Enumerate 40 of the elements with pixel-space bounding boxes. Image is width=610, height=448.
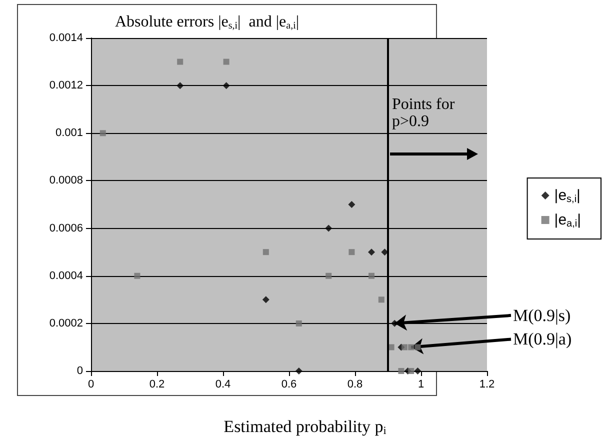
point: [326, 272, 332, 279]
point: [398, 368, 404, 374]
y-tick-label: 0.0014: [49, 32, 83, 44]
point: [408, 344, 414, 350]
y-tick-label: 0.001: [55, 127, 83, 140]
annotation: M(0.9|a): [512, 330, 572, 349]
point: [176, 82, 184, 90]
x-tick-label: 0.4: [215, 378, 231, 390]
point: [378, 296, 384, 303]
point: [296, 320, 302, 326]
point: [177, 58, 184, 65]
x-tick-label: 1.2: [479, 378, 495, 390]
x-tick-label: 0.8: [347, 378, 363, 390]
y-tick-label: 0.0006: [49, 222, 83, 234]
x-tick-label: 0: [88, 378, 94, 390]
point: [325, 224, 332, 232]
point: [368, 272, 374, 279]
point: [100, 130, 106, 136]
x-tick-label: 0.2: [149, 378, 165, 390]
point: [134, 272, 140, 279]
y-tick-label: 0.0002: [49, 317, 83, 330]
point: [348, 249, 355, 256]
point: [348, 201, 356, 208]
point: [262, 296, 270, 304]
y-tick-label: 0.0012: [49, 80, 83, 92]
y-tick-label: 0.0004: [49, 270, 83, 282]
ref-line-label: Points for p>0.9: [392, 96, 459, 130]
point: [408, 368, 414, 374]
point: [368, 248, 375, 256]
point: [223, 58, 230, 65]
point: [222, 82, 230, 90]
annotation: M(0.9|s): [512, 306, 571, 325]
point: [262, 249, 269, 256]
y-tick-label: 0: [76, 365, 83, 377]
x-tick-label: 1: [418, 378, 424, 390]
point: [295, 368, 302, 374]
point: [402, 344, 408, 350]
y-tick-label: 0.0008: [49, 174, 83, 187]
x-tick-label: 0.6: [281, 378, 297, 390]
point: [414, 368, 422, 374]
